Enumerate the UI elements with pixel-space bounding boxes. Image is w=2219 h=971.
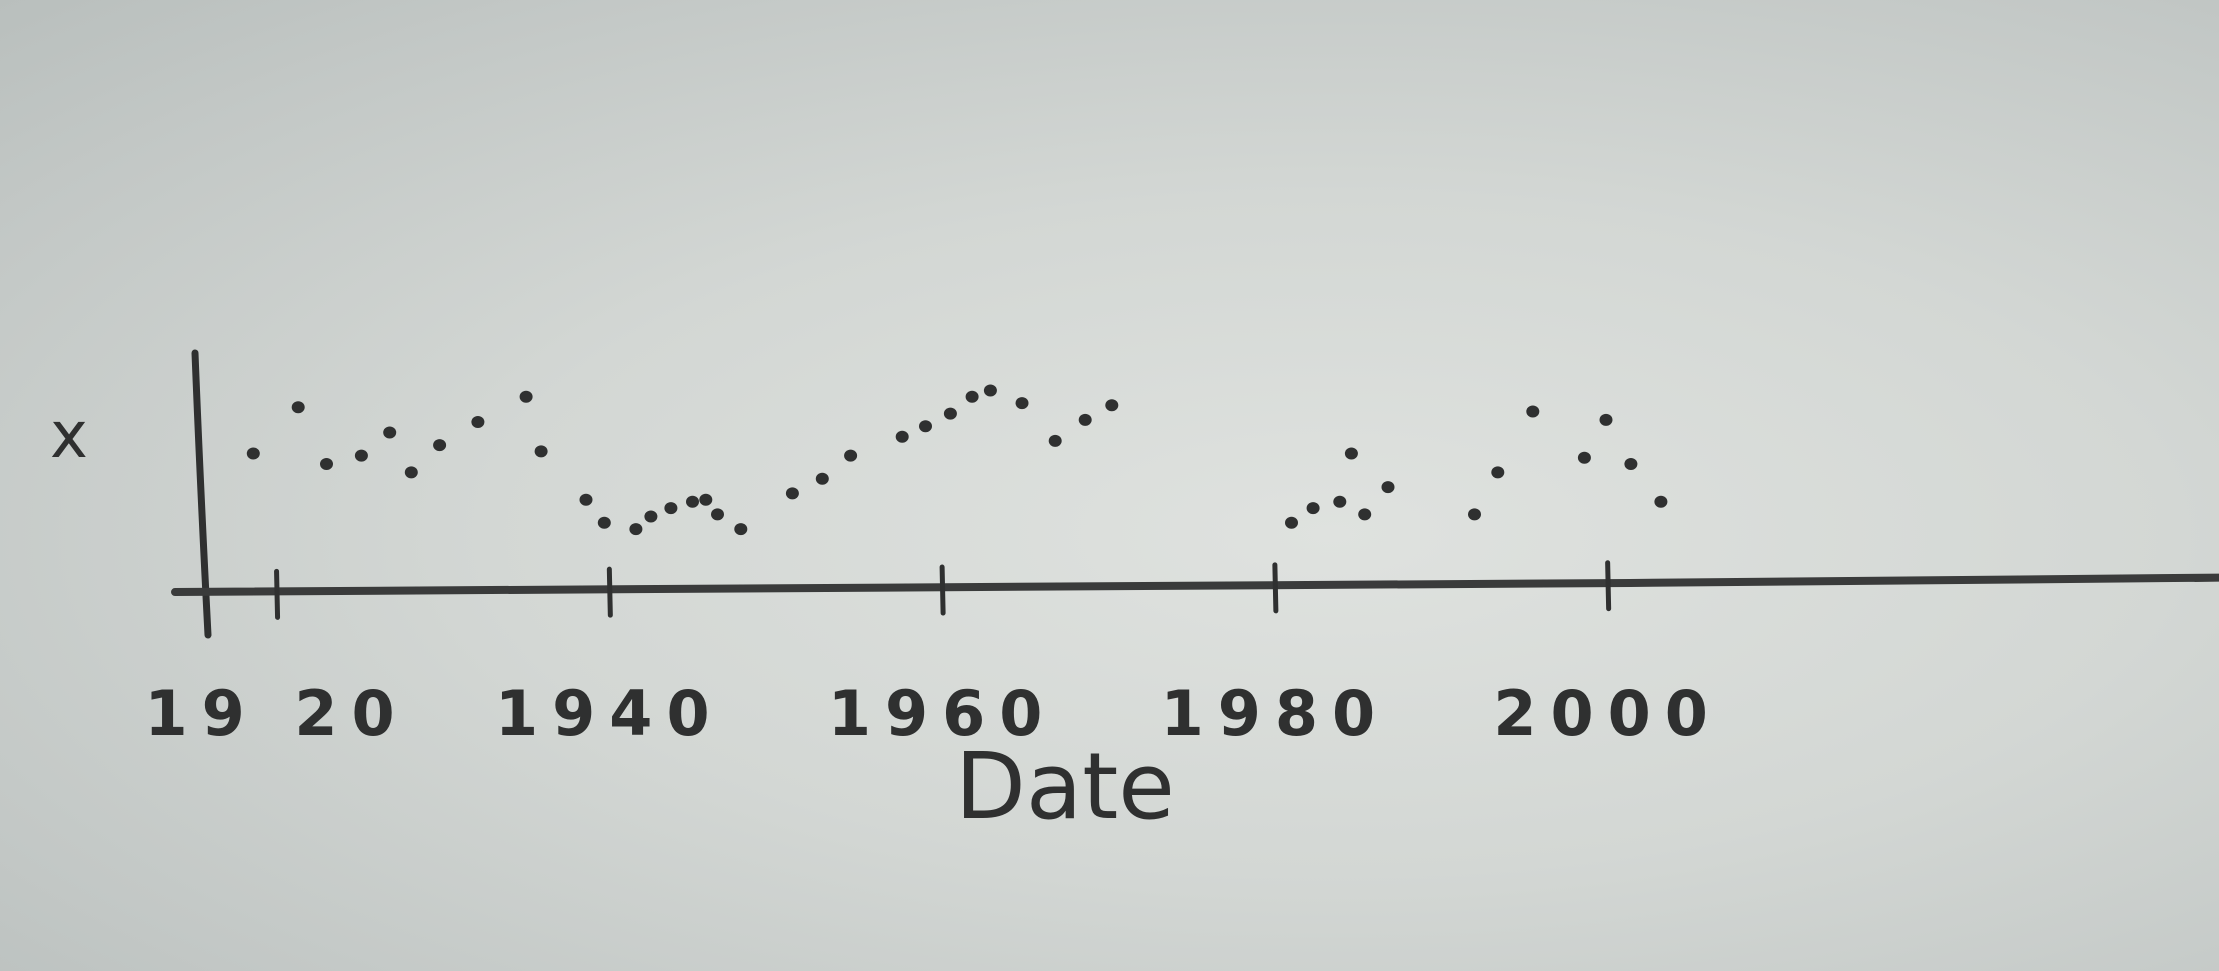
data-point xyxy=(354,449,368,462)
x-axis-line xyxy=(171,573,2219,596)
data-point xyxy=(1468,508,1481,521)
data-point xyxy=(471,416,485,428)
data-point xyxy=(943,407,957,420)
data-point xyxy=(597,516,611,529)
data-point xyxy=(815,472,829,485)
data-point xyxy=(983,384,997,397)
data-point xyxy=(734,523,748,536)
x-axis-ticks: 19 20 1940 1960 1980 2000 xyxy=(144,560,1722,750)
data-point xyxy=(1048,434,1062,447)
data-point xyxy=(246,447,260,460)
x-tick-mark xyxy=(939,564,946,616)
y-axis-line xyxy=(191,349,212,639)
data-point xyxy=(291,401,305,414)
data-point xyxy=(629,523,643,536)
scatter-points xyxy=(246,384,1668,536)
data-point xyxy=(919,420,932,433)
data-point xyxy=(1333,495,1347,508)
data-point xyxy=(320,458,333,470)
x-tick-mark xyxy=(274,568,281,620)
x-tick-mark xyxy=(1272,562,1279,614)
data-point xyxy=(1577,451,1591,464)
x-tick-label: 1960 xyxy=(828,677,1057,750)
data-point xyxy=(686,495,699,508)
data-point xyxy=(1491,466,1505,479)
data-point xyxy=(1526,405,1540,418)
data-point xyxy=(1078,413,1092,426)
chart-axes xyxy=(171,349,2219,639)
data-point xyxy=(699,493,713,506)
x-tick-label: 1980 xyxy=(1161,677,1390,750)
data-point xyxy=(1358,508,1372,521)
data-point xyxy=(579,493,593,506)
data-point xyxy=(404,466,418,479)
data-point xyxy=(1624,458,1638,470)
data-point xyxy=(1105,399,1119,412)
x-tick-label: 1940 xyxy=(495,677,724,750)
data-point xyxy=(1654,495,1668,508)
data-point xyxy=(664,502,678,515)
x-tick-mark xyxy=(606,566,613,618)
data-point xyxy=(1285,516,1298,529)
y-axis-label: x xyxy=(50,399,88,473)
data-point xyxy=(711,508,724,521)
data-point xyxy=(519,390,533,403)
x-tick-mark xyxy=(1605,560,1612,612)
data-point xyxy=(965,390,979,403)
data-point xyxy=(534,445,548,458)
x-axis-label: Date xyxy=(955,733,1175,840)
data-point xyxy=(433,439,447,452)
x-tick-label: 19 20 xyxy=(144,677,408,750)
data-point xyxy=(1306,502,1320,515)
data-point xyxy=(895,430,909,443)
data-point xyxy=(1381,481,1395,494)
data-point xyxy=(1015,397,1029,410)
x-tick-label: 2000 xyxy=(1493,677,1722,750)
data-point xyxy=(644,510,658,523)
data-point xyxy=(1344,447,1358,460)
data-point xyxy=(785,487,799,500)
data-point xyxy=(383,426,397,439)
data-point xyxy=(844,449,858,462)
data-point xyxy=(1599,413,1613,426)
